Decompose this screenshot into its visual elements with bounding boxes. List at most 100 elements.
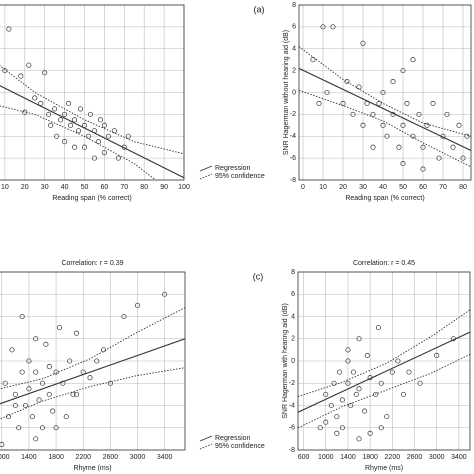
x-tick-label: 30 — [41, 184, 49, 191]
data-point — [389, 369, 395, 375]
confidence-line — [298, 353, 470, 429]
data-point — [60, 380, 66, 386]
data-point — [36, 397, 42, 403]
data-point — [6, 414, 12, 420]
data-point — [101, 150, 107, 156]
data-point — [56, 325, 63, 331]
data-point — [410, 133, 416, 139]
plot-area — [0, 26, 184, 180]
data-point — [430, 100, 436, 106]
data-point — [32, 95, 38, 101]
plot-area — [299, 24, 471, 172]
data-point — [58, 117, 64, 123]
data-point — [400, 391, 406, 397]
data-point — [390, 79, 396, 85]
data-point — [328, 402, 334, 409]
y-tick-label: -8 — [289, 447, 295, 454]
data-point — [39, 380, 46, 386]
x-tick-label: 600 — [298, 454, 310, 461]
data-point — [440, 133, 446, 139]
regression-line — [298, 331, 470, 413]
data-point — [378, 425, 384, 431]
data-point — [410, 57, 416, 63]
x-tick-label: 3000 — [429, 454, 445, 461]
data-point — [26, 62, 32, 68]
y-tick-label: 8 — [292, 2, 296, 9]
data-point — [324, 89, 330, 96]
legend-swatch — [199, 443, 213, 450]
data-point — [310, 57, 316, 63]
x-tick-label: 100 — [178, 184, 190, 191]
data-point — [380, 89, 386, 96]
data-point — [334, 414, 340, 420]
data-point — [19, 369, 25, 375]
data-point — [95, 139, 101, 145]
data-point — [2, 68, 8, 74]
data-point — [416, 111, 422, 117]
data-point — [400, 122, 406, 128]
data-point — [80, 369, 86, 375]
data-point — [345, 380, 351, 386]
data-point — [406, 369, 412, 375]
data-point — [33, 369, 39, 375]
x-axis-label: Reading span (% correct) — [345, 195, 424, 202]
data-point — [464, 133, 470, 139]
data-point — [317, 425, 323, 431]
data-point — [400, 68, 406, 74]
y-tick-label: -6 — [289, 425, 295, 432]
data-point — [364, 352, 370, 358]
x-tick-label: 1400 — [21, 454, 37, 461]
data-point — [9, 347, 15, 353]
data-point — [380, 122, 386, 128]
y-tick-label: 6 — [291, 291, 295, 298]
data-point — [77, 106, 84, 112]
confidence-line — [0, 65, 184, 155]
x-axis-label: Rhyme (ms) — [73, 465, 111, 472]
panel: 102030405060708090100-8-6-4-202468Readin… — [0, 4, 265, 202]
data-point — [52, 106, 58, 112]
x-tick-label: 3000 — [130, 454, 146, 461]
data-point — [444, 111, 450, 117]
data-point — [450, 336, 456, 342]
data-point — [0, 441, 5, 447]
data-point — [162, 291, 168, 297]
x-tick-label: 40 — [379, 184, 387, 191]
y-tick-label: 2 — [291, 336, 295, 343]
data-point — [121, 144, 127, 150]
y-tick-label: -4 — [290, 133, 296, 140]
x-tick-label: 60 — [101, 184, 109, 191]
panel-label: (a) — [254, 4, 265, 14]
data-point — [375, 325, 382, 331]
data-point — [331, 380, 337, 386]
x-tick-label: 80 — [459, 184, 467, 191]
data-point — [340, 100, 346, 106]
x-tick-label: 60 — [419, 184, 427, 191]
data-point — [356, 436, 362, 442]
data-point — [62, 111, 68, 117]
data-point — [53, 425, 59, 431]
x-tick-label: 1000 — [0, 454, 10, 461]
data-point — [63, 414, 69, 420]
data-point — [54, 133, 60, 139]
data-point — [390, 111, 396, 117]
data-point — [26, 386, 32, 392]
y-tick-label: -6 — [290, 155, 296, 162]
data-point — [16, 425, 22, 431]
data-point — [42, 70, 48, 76]
plot-frame — [298, 4, 472, 181]
y-tick-label: 4 — [291, 313, 295, 320]
data-point — [22, 109, 28, 115]
data-point — [66, 100, 72, 106]
y-tick-label: 0 — [292, 89, 296, 96]
data-point — [334, 430, 340, 436]
data-point — [323, 419, 329, 425]
data-point — [48, 122, 54, 128]
data-point — [81, 144, 88, 150]
data-point — [67, 358, 73, 364]
confidence-line — [0, 307, 185, 390]
data-point — [436, 155, 442, 161]
legend-swatch — [199, 165, 213, 172]
x-tick-label: 10 — [1, 184, 9, 191]
data-point — [18, 73, 24, 79]
